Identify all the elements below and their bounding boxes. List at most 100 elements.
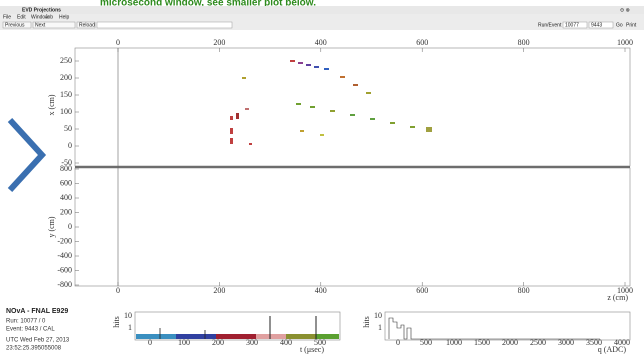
hit xyxy=(390,122,395,124)
hist-x-tick-label: 500 xyxy=(314,338,326,347)
time-band xyxy=(316,334,339,339)
x-tick-label: 100 xyxy=(60,107,72,116)
timing-histogram xyxy=(136,316,339,339)
title-bar xyxy=(0,6,644,14)
hit xyxy=(320,134,324,136)
next-button[interactable] xyxy=(32,21,76,29)
file-combo[interactable] xyxy=(96,21,233,29)
z-tick-label: 200 xyxy=(213,38,225,47)
menu-item[interactable]: Job xyxy=(45,14,53,20)
z-tick-label: 800 xyxy=(518,286,530,295)
hit xyxy=(296,103,301,105)
x-tick-label: -50 xyxy=(61,158,72,167)
hist-x-label: t (μsec) xyxy=(300,345,324,354)
info-time: 23:52:25.395055008 xyxy=(6,346,62,352)
hist-x-tick-label: 0 xyxy=(148,338,152,347)
reload-label: Reload xyxy=(79,22,95,28)
hit xyxy=(330,110,335,112)
hist-y-label: hits xyxy=(362,316,371,328)
hit xyxy=(245,108,249,110)
y-tick-label: 600 xyxy=(60,178,72,187)
x-tick-label: 50 xyxy=(64,124,72,133)
hit xyxy=(370,118,375,120)
x-axis-label: x (cm) xyxy=(47,94,56,115)
z-tick-label: 400 xyxy=(315,38,327,47)
y-tick-label: -200 xyxy=(57,236,72,245)
hit xyxy=(314,66,319,68)
hist-x-tick-label: 2500 xyxy=(530,338,546,347)
x-tick-label: 250 xyxy=(60,56,72,65)
hit xyxy=(300,130,304,132)
hit xyxy=(426,127,432,132)
hist-y-tick-label: 1 xyxy=(128,323,132,332)
next-label: Next xyxy=(35,22,46,28)
hit xyxy=(340,76,345,78)
charge-histogram xyxy=(388,317,600,340)
y-tick-label: -800 xyxy=(57,280,72,289)
z-tick-label: 200 xyxy=(213,286,225,295)
y-tick-label: 800 xyxy=(60,164,72,173)
hist-x-tick-label: 300 xyxy=(246,338,258,347)
go-button[interactable]: Go xyxy=(616,22,623,28)
hit xyxy=(242,77,246,79)
hist-y-label: hits xyxy=(112,316,121,328)
window-title: EVD Projections xyxy=(22,7,61,13)
y-tick-label: 200 xyxy=(60,207,72,216)
hit xyxy=(350,114,355,116)
y-axis-label: y (cm) xyxy=(47,216,56,237)
menu-item[interactable]: Edit xyxy=(17,14,26,20)
z-tick-label: 800 xyxy=(518,38,530,47)
hist-x-tick-label: 1500 xyxy=(474,338,490,347)
y-tick-label: 400 xyxy=(60,193,72,202)
menu-item[interactable]: File xyxy=(3,14,11,20)
hit xyxy=(290,60,295,62)
hist-x-label: q (ADC) xyxy=(598,345,627,354)
hist-x-tick-label: 500 xyxy=(420,338,432,347)
hit xyxy=(249,143,252,145)
run-event-label: Run/Event xyxy=(538,22,562,28)
reload-button[interactable] xyxy=(76,21,96,29)
time-band xyxy=(216,334,256,339)
z-tick-label: 1000 xyxy=(617,286,633,295)
hist-y-tick-label: 10 xyxy=(374,311,382,320)
event-value: 9443 xyxy=(591,22,602,28)
time-band xyxy=(256,334,286,339)
z-tick-label: 400 xyxy=(315,286,327,295)
hit xyxy=(230,128,233,134)
yz-frame xyxy=(74,167,631,287)
window-controls[interactable]: ⊖ ⊗ xyxy=(620,7,630,13)
xz-frame xyxy=(74,47,631,167)
z-tick-label: 600 xyxy=(416,38,428,47)
x-tick-label: 200 xyxy=(60,73,72,82)
previous-label: Previous xyxy=(5,22,25,28)
time-band xyxy=(286,334,316,339)
info-event: Event: 9443 / CAL xyxy=(6,327,55,333)
y-tick-label: -400 xyxy=(57,251,72,260)
hist-x-tick-label: 400 xyxy=(280,338,292,347)
print-button[interactable]: Print xyxy=(626,22,637,28)
event-input[interactable] xyxy=(588,21,614,29)
hit xyxy=(230,138,233,144)
hist-x-tick-label: 3500 xyxy=(586,338,602,347)
info-run: Run: 10077 / 0 xyxy=(6,319,46,325)
hist-x-tick-label: 0 xyxy=(396,338,400,347)
banner: microsecond window, see smaller plot bel… xyxy=(100,0,316,9)
run-input[interactable] xyxy=(562,21,588,29)
menu-item[interactable]: Window xyxy=(31,14,49,20)
hist-x-tick-label: 3000 xyxy=(558,338,574,347)
z-tick-label: 0 xyxy=(116,286,120,295)
info-date: UTC Wed Feb 27, 2013 xyxy=(6,338,70,344)
menu-item[interactable]: Help xyxy=(59,14,70,20)
hit xyxy=(298,62,303,64)
hit xyxy=(310,106,315,108)
charge-frame xyxy=(384,311,631,341)
y-tick-label: -600 xyxy=(57,265,72,274)
arrow-icon xyxy=(7,117,47,193)
previous-button[interactable] xyxy=(2,21,32,29)
z-tick-label: 1000 xyxy=(617,38,633,47)
hit xyxy=(230,116,233,120)
hist-x-tick-label: 4000 xyxy=(614,338,630,347)
